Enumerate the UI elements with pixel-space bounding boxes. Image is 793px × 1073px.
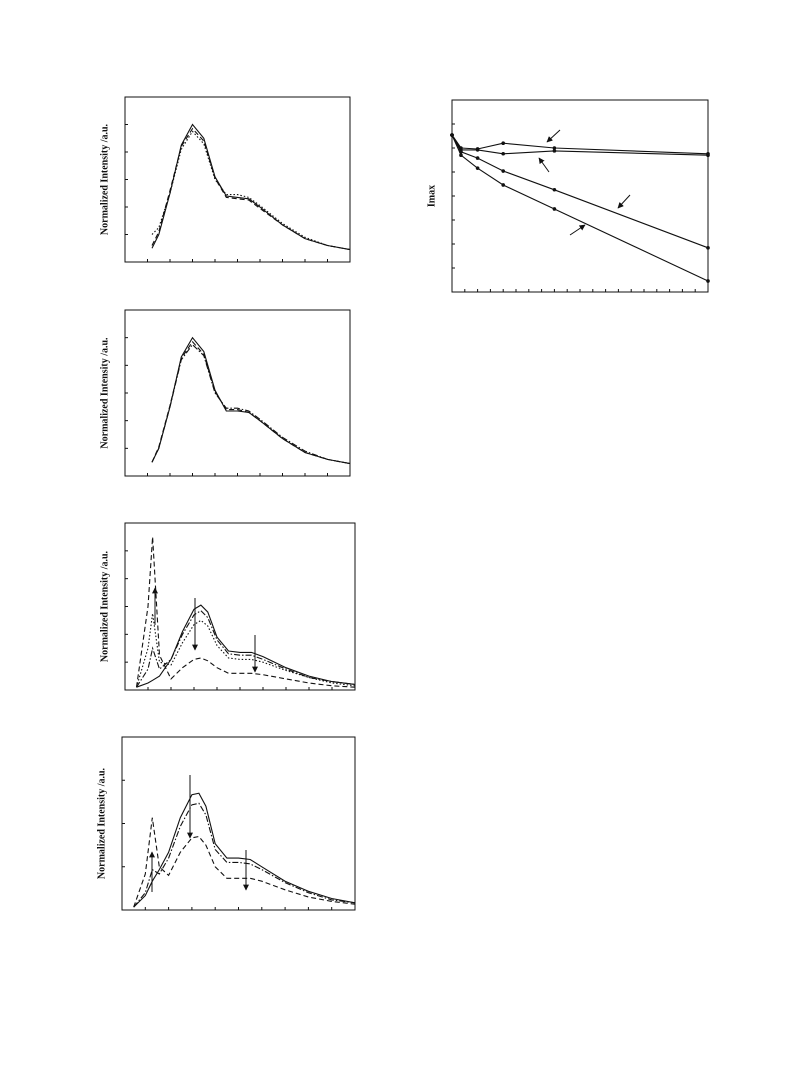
- data-point: [552, 207, 557, 211]
- y-axis-label: Normalized Intensity /a.u.: [99, 123, 110, 235]
- data-point: [475, 156, 480, 160]
- data-line: [136, 610, 356, 688]
- data-point: [706, 153, 710, 157]
- data-line: [133, 792, 356, 908]
- data-line: [151, 336, 351, 465]
- data-line: [451, 134, 709, 155]
- data-point: [501, 141, 506, 145]
- data-line: [133, 802, 356, 908]
- data-line: [135, 613, 356, 688]
- data-line: [451, 134, 709, 156]
- y-axis-label: Normalized Intensity /a.u.: [99, 337, 110, 449]
- data-point: [501, 183, 506, 187]
- data-line: [136, 604, 356, 688]
- data-line: [135, 536, 356, 688]
- plot-frame: [124, 96, 351, 263]
- data-point: [501, 151, 506, 156]
- plot-frame: [124, 522, 356, 691]
- data-line: [151, 340, 351, 465]
- data-point: [706, 246, 710, 250]
- y-axis-label: Normalized Intensity /a.u.: [99, 550, 110, 662]
- data-line: [151, 343, 351, 465]
- arrow: [569, 224, 586, 236]
- data-point: [450, 133, 454, 137]
- plot-frame: [121, 736, 356, 911]
- data-line: [133, 817, 356, 908]
- y-axis-label: Imax: [426, 185, 437, 207]
- arrow: [546, 129, 561, 143]
- arrows: [149, 129, 631, 892]
- data-point: [475, 166, 480, 170]
- data-point: [475, 148, 480, 152]
- data-line: [451, 134, 709, 282]
- y-axis-label: Normalized Intensity /a.u.: [96, 767, 107, 879]
- data-point: [501, 169, 506, 173]
- arrow: [617, 194, 631, 209]
- data-point: [552, 146, 557, 150]
- plot-frame: [124, 309, 351, 477]
- data-point: [706, 279, 710, 283]
- data-line: [151, 130, 351, 251]
- data-point: [459, 153, 463, 157]
- data-line: [151, 127, 351, 251]
- data-line: [151, 123, 351, 251]
- data-point: [552, 187, 557, 192]
- arrow: [538, 157, 550, 173]
- data-point: [552, 149, 557, 153]
- data-line: [451, 134, 709, 249]
